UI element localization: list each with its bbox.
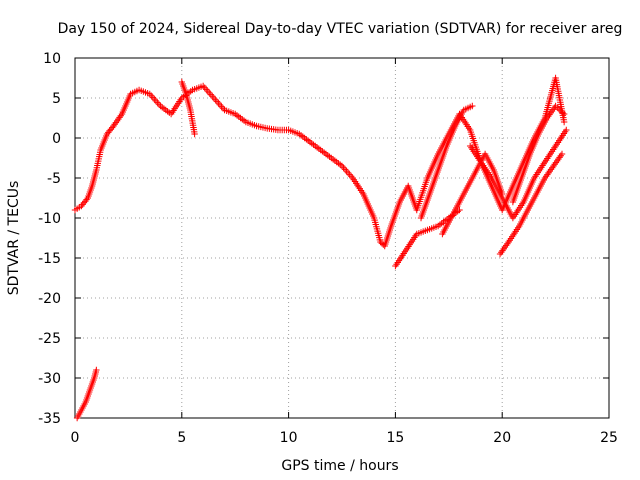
data-point: [346, 171, 353, 178]
y-tick-label: -15: [38, 251, 61, 267]
data-point: [378, 240, 386, 247]
data-point: [377, 238, 384, 246]
data-point: [149, 94, 157, 101]
data-point: [559, 109, 566, 116]
data-point: [558, 150, 566, 158]
data-point: [469, 102, 476, 110]
series-late-branch-e: [496, 150, 566, 258]
y-tick-label: -5: [47, 171, 61, 187]
series-late-branch-f: [509, 102, 568, 206]
series-main-track: [71, 74, 568, 250]
data-point: [560, 110, 568, 118]
y-tick-label: 5: [52, 91, 61, 107]
x-tick-label: 10: [280, 430, 298, 446]
data-point: [213, 98, 221, 105]
series-mid-branch-c: [439, 150, 506, 238]
data-point: [204, 87, 211, 95]
series-gap-cluster: [178, 78, 198, 138]
x-tick-label: 0: [71, 430, 80, 446]
data-point: [340, 164, 347, 171]
data-point: [343, 167, 350, 175]
data-point: [344, 169, 352, 177]
data-point: [83, 196, 90, 203]
y-tick-label: 0: [52, 131, 61, 147]
data-point: [216, 101, 224, 109]
data-point: [152, 97, 160, 105]
data-point: [207, 91, 214, 98]
data-point: [151, 95, 158, 103]
y-tick-label: -25: [38, 331, 61, 347]
axis-ticks: [74, 57, 610, 419]
y-tick-label: -35: [38, 411, 61, 427]
data-points: [71, 74, 570, 422]
data-point: [93, 366, 100, 374]
x-tick-labels: 0 5 10 15 20 25: [71, 430, 618, 446]
data-point: [218, 103, 225, 110]
grid: [75, 58, 609, 418]
data-point: [155, 101, 163, 108]
chart-title: Day 150 of 2024, Sidereal Day-to-day VTE…: [58, 21, 623, 37]
data-point: [341, 166, 349, 173]
y-tick-labels: 10 5 0 -5 -10 -15 -20 -25 -30 -35: [38, 51, 61, 427]
data-point: [206, 89, 213, 97]
data-point: [154, 99, 161, 106]
x-tick-label: 25: [600, 430, 618, 446]
x-axis-label: GPS time / hours: [281, 458, 398, 474]
data-point: [560, 118, 568, 126]
data-point: [215, 99, 222, 107]
data-point: [210, 94, 218, 102]
y-axis-label: SDTVAR / TECUs: [6, 181, 22, 296]
series-mid-branch-d: [466, 126, 570, 222]
y-tick-label: -10: [38, 211, 61, 227]
series-early-low-track: [73, 366, 100, 422]
data-point: [212, 96, 219, 103]
y-tick-label: -20: [38, 291, 61, 307]
plot-frame: [74, 57, 610, 419]
x-tick-label: 15: [386, 430, 404, 446]
data-point: [209, 93, 216, 100]
data-point: [108, 124, 116, 131]
data-point: [191, 130, 198, 138]
y-tick-label: -30: [38, 371, 61, 387]
data-point: [201, 84, 208, 91]
x-tick-label: 20: [493, 430, 511, 446]
y-tick-label: 10: [43, 51, 61, 67]
data-point: [563, 126, 570, 134]
x-tick-label: 5: [177, 430, 186, 446]
series-upper-branch-a: [417, 102, 476, 222]
